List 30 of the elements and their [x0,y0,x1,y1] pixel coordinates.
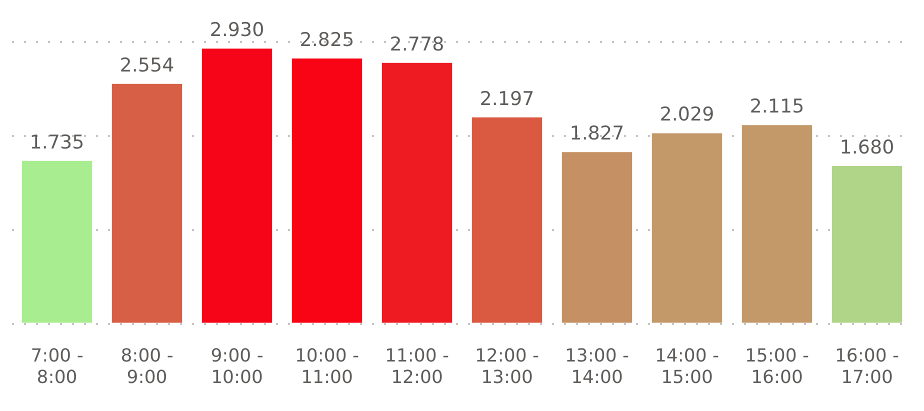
bar [472,117,542,323]
x-tick-label: 11:00 - 12:00 [384,345,450,388]
bar [22,160,92,323]
data-label: 1.735 [30,131,84,154]
x-tick-label: 12:00 - 13:00 [474,345,540,388]
bar [292,58,362,323]
x-tick-label: 13:00 - 14:00 [564,345,630,388]
data-label: 2.115 [750,96,804,118]
data-label: 2.930 [210,19,264,42]
data-label: 2.029 [660,104,714,126]
data-label: 2.825 [300,28,354,51]
x-tick-label: 9:00 - 10:00 [210,345,264,388]
data-label: 2.778 [390,33,444,56]
bar [562,152,632,323]
bar [742,125,812,323]
bar [112,84,182,323]
x-tick-label: 10:00 - 11:00 [294,345,360,388]
bar [202,48,272,323]
data-label: 1.680 [840,136,894,158]
x-tick-label: 8:00 - 9:00 [120,345,174,388]
data-label: 2.197 [480,88,534,110]
x-tick-label: 15:00 - 16:00 [744,345,810,388]
x-tick-label: 14:00 - 15:00 [654,345,720,388]
bar [652,133,722,323]
data-label: 2.554 [120,54,174,76]
bar [832,166,902,323]
x-tick-label: 7:00 - 8:00 [30,345,84,388]
bar [382,62,452,323]
x-tick-label: 16:00 - 17:00 [834,345,900,388]
data-label: 1.827 [570,122,624,145]
